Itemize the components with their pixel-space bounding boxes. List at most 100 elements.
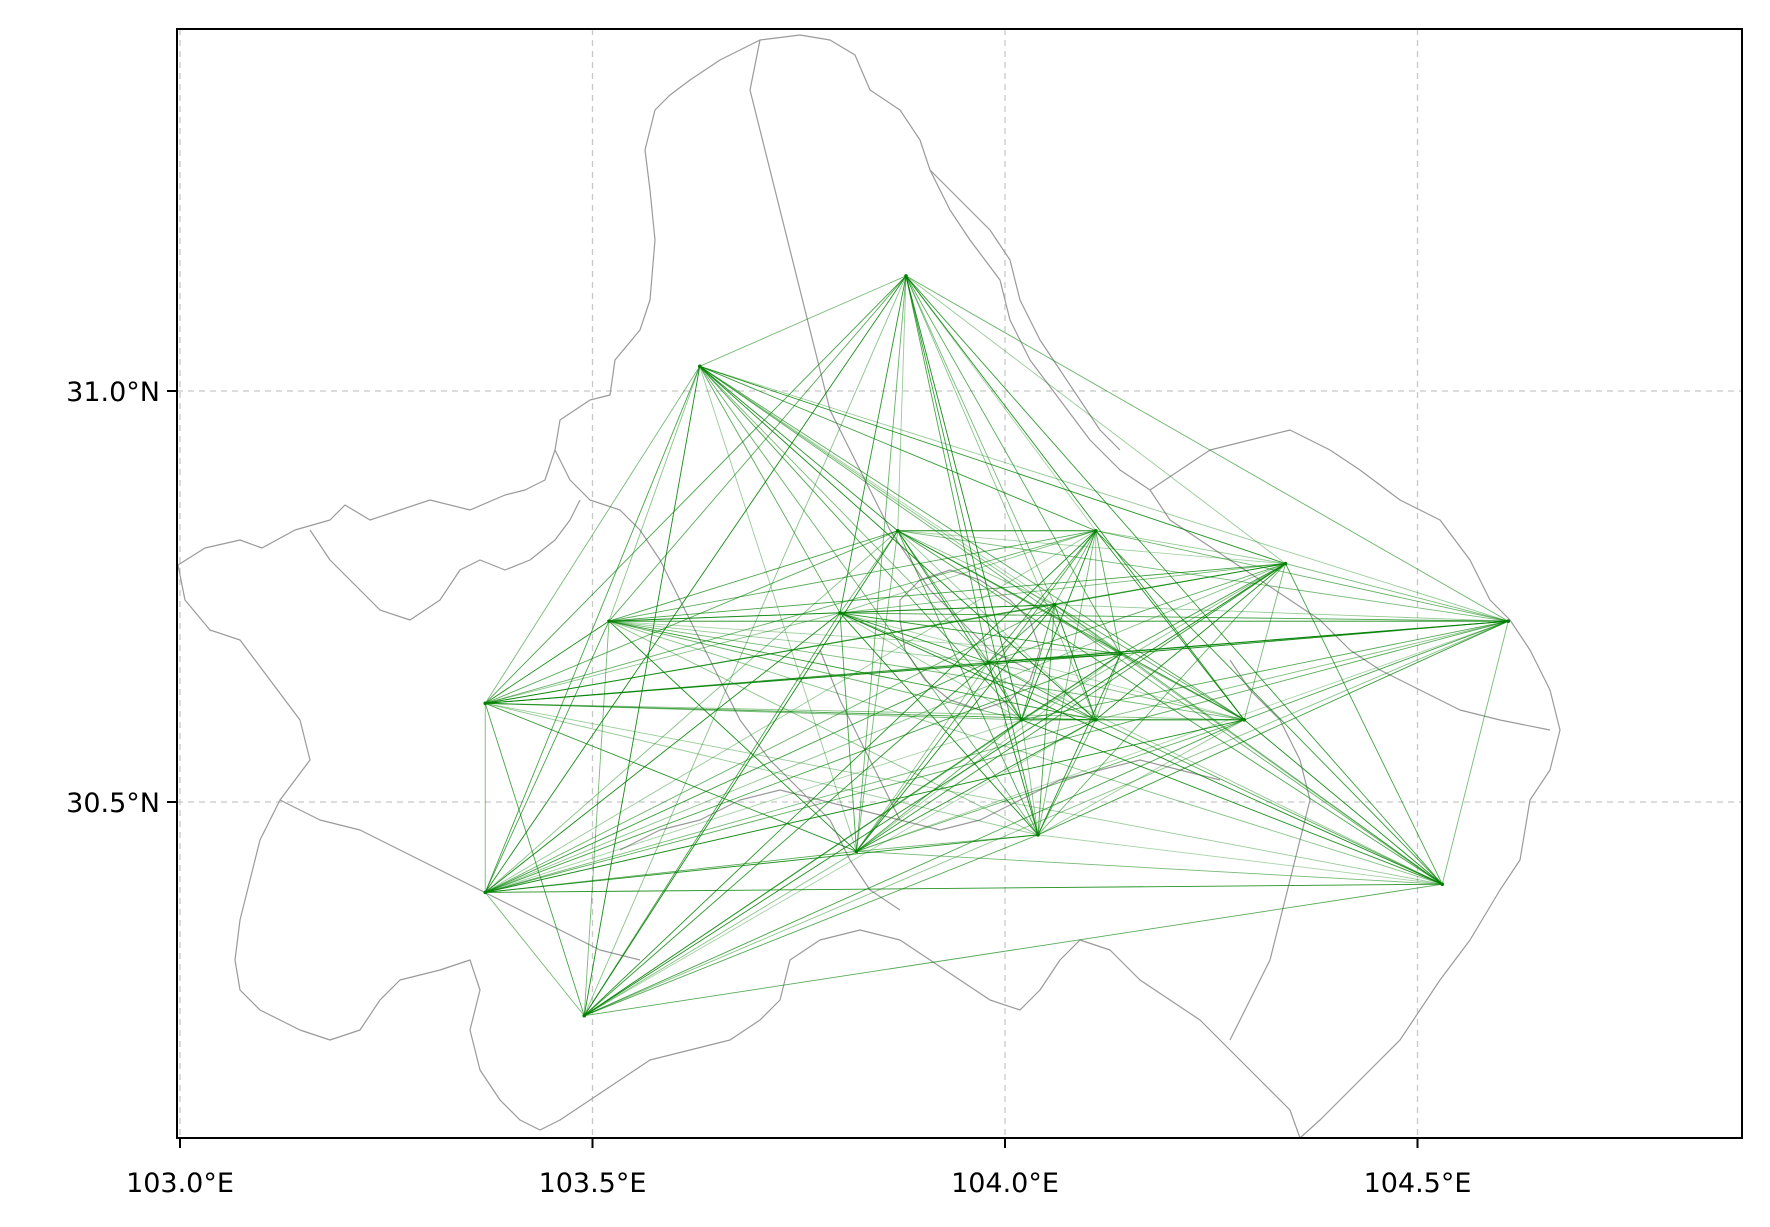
flow-line-166	[988, 563, 1286, 663]
flow-line-79	[584, 719, 1096, 1017]
flow-line-120	[897, 530, 1245, 721]
flow-line-134	[856, 850, 1443, 885]
plot-area	[177, 29, 1742, 1138]
flow-node-7	[895, 528, 900, 533]
flow-line-9	[905, 275, 1097, 532]
flow-line-56	[484, 612, 841, 893]
flow-line-62	[485, 661, 989, 893]
flow-line-74	[584, 834, 1039, 1017]
flow-node-14	[1093, 718, 1098, 722]
flow-line-0	[699, 275, 907, 367]
flow-line-155	[1021, 604, 1055, 720]
flow-line-143	[1037, 620, 1509, 836]
flow-line-38	[484, 703, 585, 1016]
flow-line-2	[484, 275, 907, 893]
flow-line-94	[608, 620, 1121, 655]
flow-line-101	[839, 612, 1039, 836]
flow-line-91	[608, 620, 989, 663]
flow-line-33	[699, 365, 1245, 721]
flow-line-77	[583, 661, 989, 1017]
flow-line-186	[1243, 719, 1443, 885]
flow-line-125	[856, 530, 1097, 852]
flow-line-181	[1120, 563, 1286, 655]
flow-line-6	[897, 275, 907, 531]
flow-line-127	[856, 662, 989, 852]
flow-line-188	[1285, 563, 1443, 885]
flow-line-189	[1441, 621, 1509, 885]
flow-line-139	[1037, 719, 1097, 836]
flow-node-11	[1052, 602, 1057, 607]
flow-node-1	[697, 364, 702, 369]
flow-line-170	[1021, 653, 1121, 721]
flow-node-15	[1118, 652, 1123, 656]
flow-line-16	[905, 275, 1286, 564]
gridlines	[177, 29, 1742, 1138]
flow-line-151	[1095, 530, 1286, 565]
boundary-west-3	[279, 799, 641, 961]
flow-line-124	[856, 834, 1039, 852]
flow-line-63	[485, 719, 1022, 893]
flow-node-6	[838, 611, 842, 615]
flow-node-4	[582, 1013, 587, 1018]
flow-node-18	[1506, 619, 1511, 623]
flow-line-53	[485, 702, 1443, 885]
boundary-northeast	[929, 169, 1121, 451]
flow-node-9	[1036, 833, 1040, 837]
flow-node-17	[1283, 561, 1288, 566]
flow-line-144	[1037, 834, 1443, 885]
boundary-north-inner	[749, 39, 1031, 671]
flow-line-168	[988, 661, 1443, 885]
flow-line-81	[584, 719, 1245, 1017]
flow-line-172	[1021, 563, 1286, 721]
flow-line-86	[608, 530, 898, 622]
flow-line-65	[485, 653, 1121, 893]
flow-line-177	[1095, 563, 1286, 721]
flow-line-25	[699, 366, 857, 852]
flow-line-158	[1054, 604, 1245, 721]
flow-line-69	[485, 883, 1443, 893]
flow-line-135	[1037, 530, 1097, 835]
outer-boundary	[177, 34, 1561, 1138]
flow-line-154	[988, 604, 1055, 663]
flow-node-13	[1019, 718, 1024, 722]
flow-line-29	[699, 366, 989, 663]
flow-line-102	[839, 530, 1096, 614]
y-tick-label-1: 30.5°N	[66, 788, 160, 819]
flow-line-28	[699, 365, 1055, 606]
flow-line-173	[1021, 620, 1509, 721]
flow-line-72	[583, 530, 899, 1016]
flow-line-116	[897, 530, 989, 663]
flow-line-117	[897, 530, 1022, 721]
flow-line-104	[839, 612, 989, 663]
flow-line-64	[485, 719, 1096, 893]
flow-line-180	[1120, 653, 1245, 721]
flow-line-105	[839, 612, 1022, 721]
flow-node-19	[1440, 882, 1445, 886]
flow-node-5	[607, 619, 611, 623]
flow-line-41	[485, 530, 898, 704]
flow-line-39	[485, 620, 610, 704]
flow-line-110	[839, 612, 1509, 622]
flow-line-133	[856, 620, 1509, 852]
y-axis: 31.0°N 30.5°N	[66, 377, 177, 819]
flow-line-19	[484, 366, 701, 704]
flow-line-22	[608, 366, 701, 622]
flow-line-141	[1037, 719, 1245, 836]
flow-line-96	[608, 563, 1286, 622]
flow-line-140	[1037, 653, 1121, 836]
flow-line-80	[583, 653, 1121, 1017]
boundary-west-inner	[309, 499, 581, 621]
flow-line-32	[699, 365, 1121, 655]
flow-line-174	[1021, 719, 1443, 885]
x-tick-label-3: 104.5°E	[1364, 1168, 1472, 1199]
flow-line-103	[839, 604, 1055, 614]
flow-line-156	[1054, 604, 1097, 720]
flow-line-152	[1095, 530, 1509, 622]
flow-line-150	[1095, 530, 1245, 721]
flow-line-153	[1095, 530, 1443, 885]
flow-node-3	[483, 890, 488, 895]
flow-line-61	[485, 604, 1055, 893]
flow-line-132	[856, 563, 1286, 852]
flow-line-43	[485, 702, 1039, 836]
flow-line-30	[699, 366, 1022, 721]
